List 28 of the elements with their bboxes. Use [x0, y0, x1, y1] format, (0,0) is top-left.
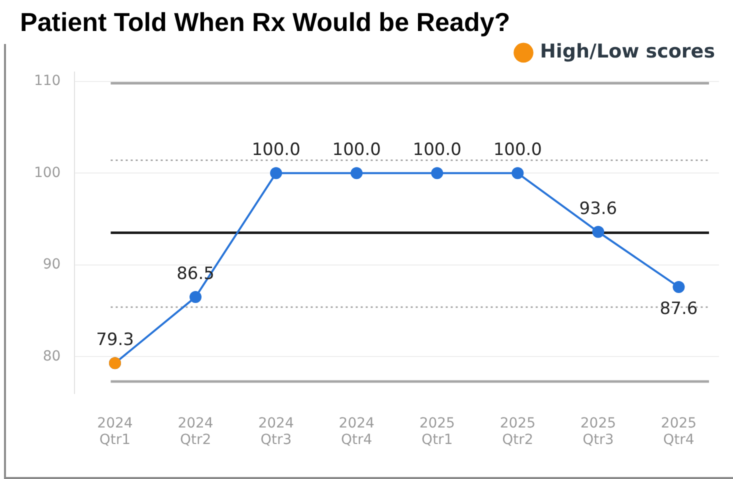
- point: [672, 280, 685, 293]
- x-tick-label: 2024 Qtr4: [338, 415, 374, 448]
- x-tick-label: 2024 Qtr2: [178, 415, 214, 448]
- data-label: 100.0: [493, 140, 542, 160]
- data-label: 79.3: [96, 330, 134, 350]
- data-label: 100.0: [412, 140, 462, 160]
- point: [350, 167, 363, 180]
- data-label: 100.0: [332, 140, 381, 160]
- data-label: 100.0: [252, 140, 300, 160]
- data-label: 87.6: [660, 298, 698, 319]
- y-tick-label: 80: [42, 348, 61, 364]
- x-tick-label: 2024 Qtr3: [258, 415, 294, 448]
- chart-title: Patient Told When Rx Would be Ready?: [20, 6, 510, 37]
- y-tick-label: 110: [34, 73, 61, 90]
- point: [190, 291, 202, 304]
- x-tick-label: 2025 Qtr1: [419, 415, 455, 448]
- y-tick-label: 100: [34, 164, 61, 181]
- x-tick-label: 2025 Qtr2: [500, 415, 536, 448]
- point: [431, 167, 444, 180]
- data-label: 93.6: [579, 198, 618, 219]
- legend-label: High/Low scores: [540, 40, 715, 63]
- x-tick-label: 2025 Qtr3: [580, 415, 616, 448]
- x-tick-label: 2025 Qtr4: [660, 415, 697, 448]
- x-tick-label: 2024 Qtr1: [97, 415, 133, 448]
- point: [512, 167, 524, 180]
- point: [592, 226, 604, 238]
- y-tick-label: 90: [42, 256, 61, 273]
- point: [270, 167, 282, 180]
